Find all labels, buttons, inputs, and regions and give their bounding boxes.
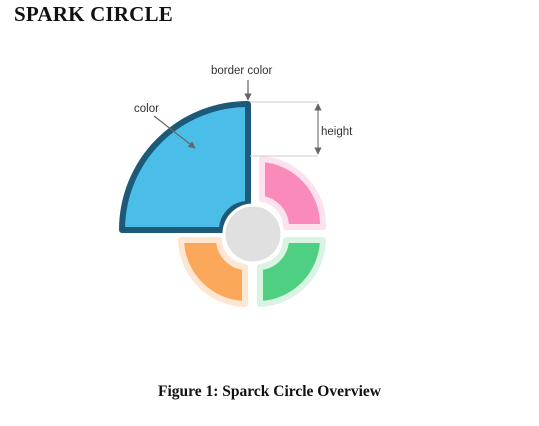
segment-green bbox=[257, 237, 326, 307]
page-title: SPARK CIRCLE bbox=[14, 2, 173, 26]
border-color-label: border color bbox=[211, 65, 273, 77]
segment-blue bbox=[119, 101, 251, 233]
color-label: color bbox=[134, 103, 159, 115]
color-arrow bbox=[153, 115, 196, 149]
center-circle bbox=[222, 203, 284, 265]
height-label: height bbox=[321, 126, 353, 138]
figure-caption: Figure 1: Sparck Circle Overview bbox=[158, 383, 381, 400]
segment-pink bbox=[259, 156, 327, 230]
segment-orange bbox=[178, 237, 248, 307]
